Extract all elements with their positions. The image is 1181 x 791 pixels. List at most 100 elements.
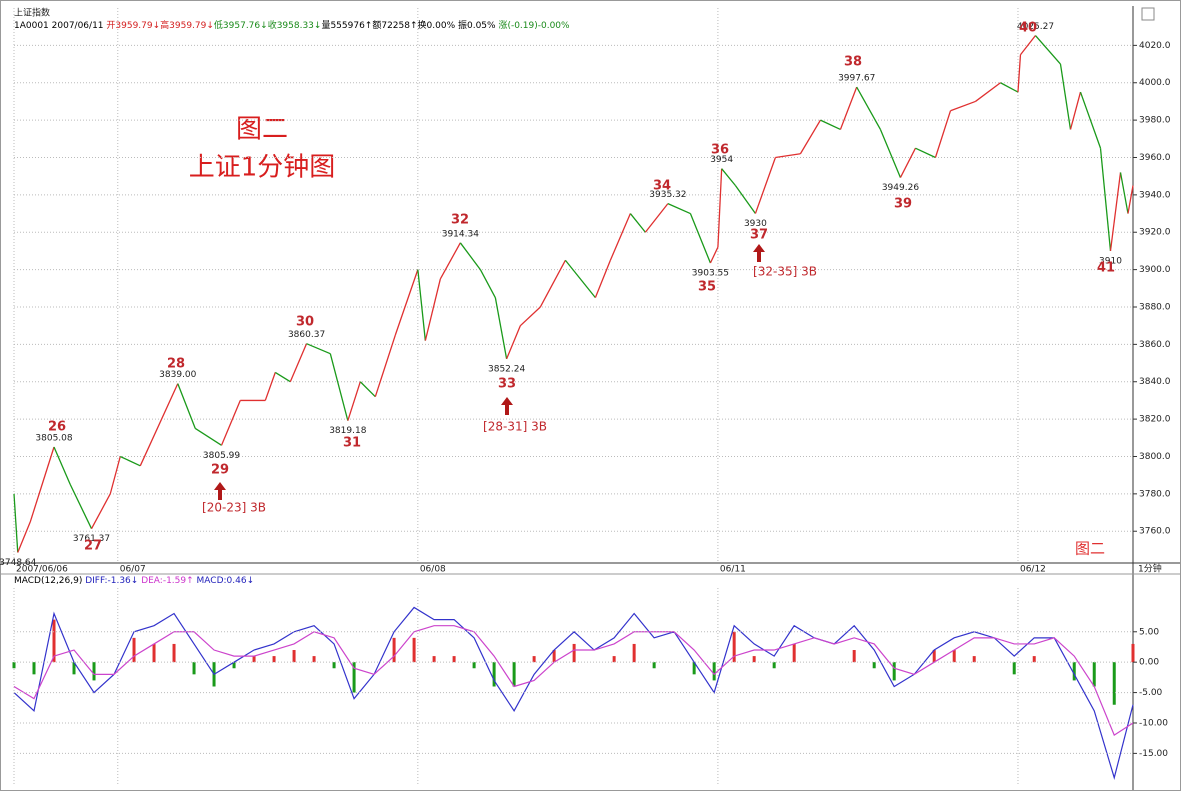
wave-label: 34 — [653, 179, 671, 194]
macd-bar — [332, 662, 336, 669]
macd-line — [13, 625, 1134, 737]
y-tick-label: 3760.0 — [1139, 527, 1171, 537]
macd-bar — [452, 656, 456, 663]
label-part: 量555976↑ — [321, 20, 372, 31]
price-segment — [721, 168, 736, 186]
y-tick-label: -10.00 — [1139, 718, 1168, 728]
price-segment — [915, 147, 936, 159]
value-label: 3761.37 — [73, 534, 110, 544]
wave-label: 36 — [711, 143, 729, 158]
price-segment — [1034, 35, 1061, 65]
price-segment — [220, 400, 241, 446]
price-segment — [374, 334, 396, 397]
price-segment — [359, 381, 376, 398]
macd-bar — [312, 656, 316, 663]
label-part: 1A0001 2007/06/11 — [14, 21, 106, 31]
wave-label: 31 — [343, 436, 361, 451]
price-segment — [734, 185, 756, 214]
x-tick-label: 2007/06/06 — [16, 565, 68, 575]
value-label: 3903.55 — [692, 268, 729, 278]
price-segment — [1127, 185, 1134, 214]
macd-bar — [412, 637, 416, 663]
price-segment — [1079, 91, 1102, 149]
price-segment — [13, 493, 19, 553]
macd-bar — [532, 656, 536, 663]
wave-label: 38 — [844, 55, 862, 70]
y-tick-label: 3960.0 — [1139, 153, 1171, 163]
macd-bar — [32, 662, 36, 675]
macd-bar — [1072, 662, 1076, 681]
price-segment — [506, 325, 521, 360]
value-label: 3910 — [1099, 256, 1122, 266]
label-part: 低3957.76↓ — [214, 19, 268, 31]
price-segment — [347, 381, 361, 421]
macd-bar — [572, 643, 576, 663]
note: [20-23] 3B — [202, 501, 266, 515]
macd-bar — [492, 662, 496, 687]
price-segment — [1059, 63, 1072, 130]
price-segment — [1017, 54, 1022, 93]
y-tick-label: 3840.0 — [1139, 377, 1171, 387]
y-tick-label: 3900.0 — [1139, 265, 1171, 275]
price-segment — [177, 383, 196, 429]
x-tick-label: 06/12 — [1020, 565, 1046, 575]
chart-subtitle: 上证1分钟图 — [189, 153, 336, 183]
value-label: 3954 — [710, 155, 733, 165]
wave-label: 37 — [750, 228, 768, 243]
value-label: 3852.24 — [488, 364, 525, 374]
price-segment — [306, 343, 331, 355]
price-segment — [934, 110, 952, 158]
macd-bar — [852, 650, 856, 663]
label-part: DIFF:-1.36↓ — [85, 576, 141, 586]
x-tick-label: 06/08 — [420, 565, 446, 575]
price-segment — [950, 100, 976, 112]
macd-bar — [392, 637, 396, 663]
macd-bar — [512, 662, 516, 687]
price-segment — [53, 446, 71, 485]
y-tick-label: -15.00 — [1139, 749, 1168, 759]
value-label: 3949.26 — [882, 183, 919, 193]
arrow — [214, 482, 226, 500]
macd-bar — [1032, 656, 1036, 663]
label-part: MACD:0.46↓ — [197, 576, 255, 586]
wave-label: 30 — [296, 315, 314, 330]
macd-bar — [272, 656, 276, 663]
y-tick-label: 3780.0 — [1139, 489, 1171, 499]
value-label: 3860.37 — [288, 330, 325, 340]
macd-bar — [612, 656, 616, 663]
index-name: 上证指数 — [14, 7, 50, 19]
price-segment — [856, 86, 882, 130]
macd-bar — [1112, 662, 1116, 705]
wave-label: 35 — [698, 280, 716, 295]
quote-line: 1A0001 2007/06/11 开3959.79↓高3959.79↓低395… — [14, 19, 570, 31]
macd-bar — [712, 662, 716, 681]
price-segment — [879, 129, 902, 178]
price-segment — [1000, 82, 1019, 93]
price-segment — [839, 86, 858, 130]
label-part: 高3959.79↓ — [160, 19, 214, 31]
x-axis-label: 1分钟 — [1138, 563, 1162, 575]
value-label: 3748.64 — [0, 558, 37, 568]
macd-bar — [892, 662, 896, 681]
arrow — [753, 244, 765, 262]
macd-bar — [692, 662, 696, 675]
wave-label: 39 — [894, 197, 912, 212]
price-segment — [329, 353, 349, 421]
window-button[interactable] — [1141, 7, 1155, 21]
value-label: 3805.99 — [203, 451, 240, 461]
wave-label: 41 — [1097, 261, 1115, 276]
price-segment — [1109, 172, 1122, 252]
price-segment — [424, 278, 441, 341]
macd-bar — [92, 662, 96, 681]
value-label: 3914.34 — [442, 229, 479, 239]
macd-bar — [172, 643, 176, 663]
price-segment — [29, 446, 55, 523]
price-segment — [17, 521, 31, 553]
y-tick-label: 3940.0 — [1139, 190, 1171, 200]
macd-bar — [1092, 662, 1096, 687]
macd-bar — [152, 643, 156, 663]
label-part: MACD(12,26,9) — [14, 576, 85, 586]
macd-bar — [432, 656, 436, 663]
macd-bar — [192, 662, 196, 675]
macd-bar — [632, 643, 636, 663]
